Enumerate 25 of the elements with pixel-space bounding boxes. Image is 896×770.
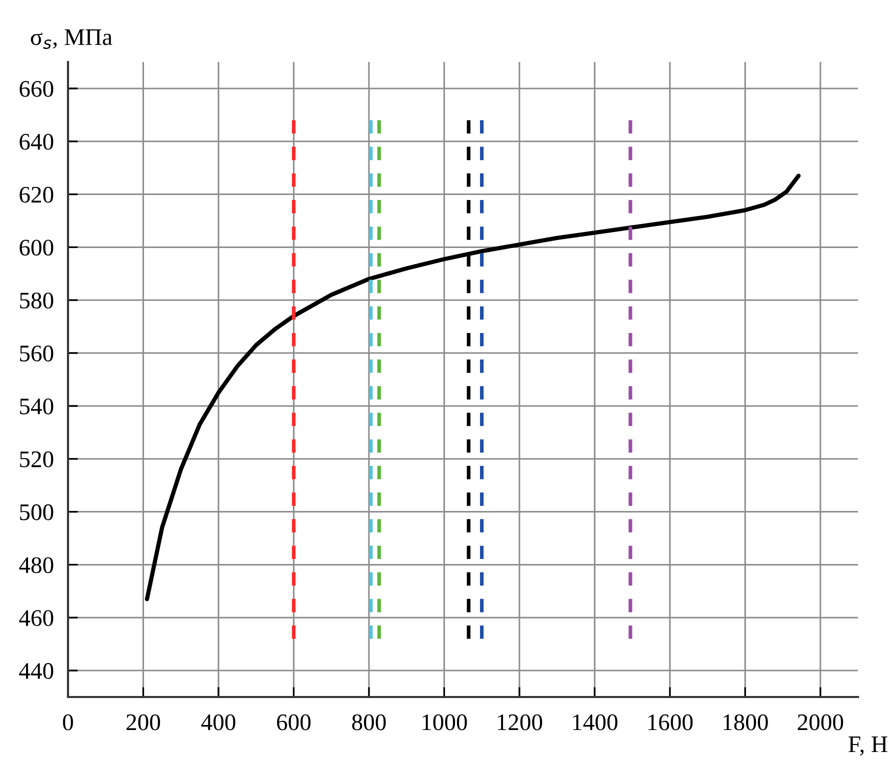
x-tick-label: 200	[126, 714, 160, 730]
x-axis-title: F, Н	[848, 736, 888, 756]
x-tick-label: 1800	[724, 714, 768, 730]
y-tick-label: 580	[20, 292, 54, 309]
y-tick-label: 540	[20, 398, 54, 414]
x-tick-label: 2000	[798, 714, 844, 730]
y-tick-label: 440	[19, 663, 54, 679]
x-tick-label: 0	[62, 714, 74, 730]
y-tick-label: 500	[20, 504, 54, 520]
y-tick-label: 600	[20, 240, 54, 256]
y-tick-label: 520	[20, 451, 54, 468]
y-tick-label: 660	[20, 80, 54, 97]
y-tick-label: 560	[20, 346, 54, 362]
x-tick-label: 1000	[422, 714, 467, 730]
x-tick-label: 800	[352, 714, 386, 730]
x-tick-label: 600	[277, 714, 311, 730]
x-tick-label: 1600	[648, 714, 693, 730]
x-tick-label: 1200	[498, 714, 542, 730]
y-axis-title: σ$_{s}$, МПа	[30, 29, 112, 49]
x-tick-label: 400	[201, 714, 236, 730]
y-tick-label: 480	[19, 557, 54, 574]
x-tick-label: 1400	[573, 714, 618, 730]
y-tick-label: 640	[20, 134, 54, 150]
y-tick-label: 460	[19, 610, 54, 626]
y-tick-label: 620	[20, 186, 54, 203]
